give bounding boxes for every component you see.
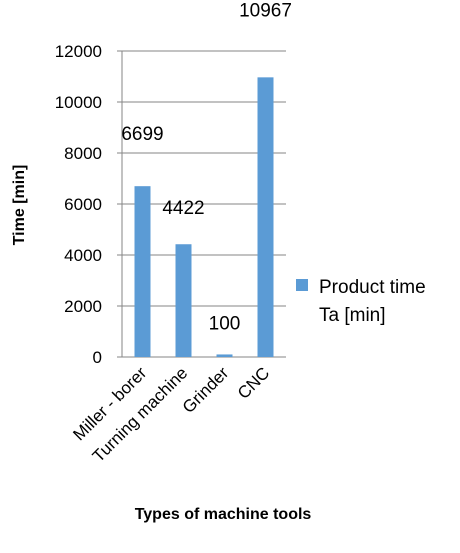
y-tick-label: 6000 [64,195,102,214]
svg-text:Product time Ta [min]: Product time Ta [min] [319,277,431,326]
y-tick-label: 2000 [64,297,102,316]
data-label: 100 [209,313,241,334]
bar [175,244,192,357]
y-tick-label: 0 [93,348,102,367]
legend-label-line1: Product time [319,277,426,298]
y-tick-label: 8000 [64,144,102,163]
bars [134,77,274,358]
x-axis-title: Types of machine tools [135,506,312,523]
data-label: 10967 [239,0,292,21]
bar [257,77,274,358]
x-tick-label: CNC [234,363,273,402]
legend-label-line2: Ta [min] [319,305,386,326]
legend-swatch [296,279,308,291]
y-axis-title: Time [min] [11,165,28,246]
y-tick-label: 10000 [55,93,102,112]
y-tick-label: 4000 [64,246,102,265]
x-tick-label: Grinder [179,363,233,417]
bar [134,186,151,357]
legend: Product time Ta [min] [296,277,431,326]
data-label: 6699 [121,124,163,145]
y-tick-label: 12000 [55,42,102,61]
data-label: 4422 [162,198,204,219]
y-axis-ticks: 0 2000 4000 6000 8000 10000 12000 [55,42,102,367]
data-labels: 6699 4422 100 10967 [121,0,292,334]
bar [216,354,233,357]
